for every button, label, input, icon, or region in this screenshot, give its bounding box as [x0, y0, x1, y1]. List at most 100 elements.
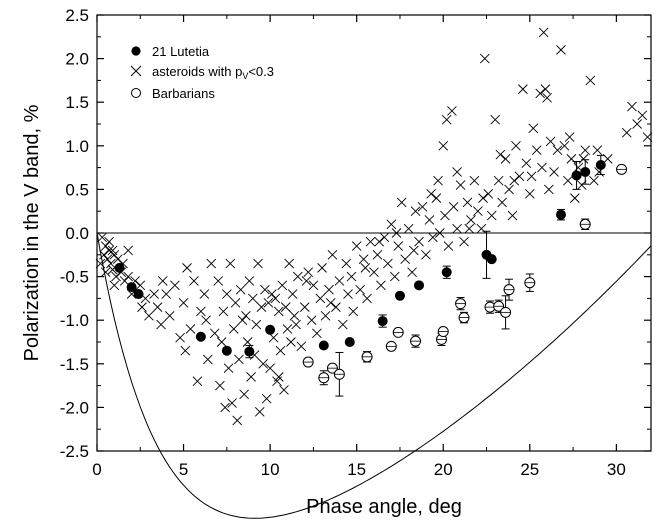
asteroid-point	[479, 53, 490, 64]
asteroid-point	[564, 132, 575, 142]
asteroid-point-stroke	[627, 101, 637, 112]
asteroid-point	[130, 276, 140, 286]
asteroid-point-stroke	[504, 184, 514, 195]
trend-curve	[96, 232, 652, 519]
asteroid-point-stroke	[206, 258, 217, 269]
asteroid-point	[448, 202, 459, 212]
lutetia-point	[377, 316, 388, 327]
asteroid-point	[589, 175, 599, 186]
asteroid-point-stroke	[417, 202, 428, 212]
legend-marker-asteroids	[130, 65, 142, 77]
asteroid-point-stroke	[431, 193, 442, 203]
asteroid-point-stroke	[360, 263, 371, 273]
asteroid-point	[409, 245, 419, 256]
asteroid-point-stroke	[443, 241, 454, 251]
asteroid-point-stroke	[260, 284, 270, 295]
asteroid-point	[107, 245, 118, 256]
asteroid-point-stroke	[383, 258, 393, 269]
legend-label-barbarians: Barbarians	[152, 86, 215, 101]
lutetia-point	[394, 290, 405, 301]
asteroid-point-stroke	[199, 289, 210, 299]
asteroid-point	[338, 319, 348, 330]
asteroid-point-stroke	[338, 319, 348, 330]
asteroid-point	[372, 249, 383, 260]
asteroid-point-stroke	[258, 358, 269, 369]
asteroid-point	[180, 345, 191, 356]
asteroid-point-stroke	[466, 215, 476, 225]
asteroid-point	[355, 284, 365, 295]
asteroid-point	[434, 228, 445, 238]
asteroid-point-stroke	[355, 284, 365, 295]
asteroid-point-stroke	[301, 276, 312, 286]
asteroid-point	[306, 315, 317, 326]
asteroid-point	[556, 45, 566, 55]
asteroid-point	[462, 197, 473, 208]
asteroid-point-stroke	[414, 236, 424, 247]
asteroid-point	[119, 276, 130, 286]
asteroid-point-stroke	[462, 197, 473, 208]
asteroid-point-stroke	[156, 319, 166, 330]
asteroid-point-stroke	[365, 236, 376, 247]
asteroid-point-stroke	[320, 311, 331, 321]
asteroid-point	[400, 254, 410, 264]
asteroid-point	[273, 372, 284, 382]
asteroid-point-stroke	[526, 171, 537, 182]
asteroid-point-stroke	[469, 175, 480, 186]
asteroid-point	[137, 302, 147, 312]
asteroid-point-stroke	[389, 271, 400, 282]
asteroid-point	[293, 271, 303, 282]
asteroid-point-stroke	[123, 245, 133, 256]
asteroid-point-stroke	[428, 232, 438, 243]
asteroid-point-stroke	[286, 337, 296, 347]
asteroid-point-stroke	[438, 140, 449, 151]
asteroid-point-stroke	[549, 167, 559, 177]
asteroid-point	[152, 302, 163, 312]
asteroid-point	[116, 267, 127, 278]
asteroid-point-stroke	[189, 276, 199, 286]
asteroid-point	[315, 293, 326, 304]
asteroid-point-stroke	[440, 210, 450, 221]
asteroid-point	[459, 236, 469, 247]
asteroid-point	[277, 280, 288, 291]
asteroid-point	[126, 289, 137, 299]
asteroid-point-stroke	[178, 297, 189, 308]
asteroid-point-stroke	[267, 289, 277, 299]
asteroid-point	[234, 354, 244, 365]
asteroid-point-stroke	[507, 210, 518, 221]
asteroid-point	[111, 271, 121, 282]
lutetia-point	[244, 346, 255, 357]
asteroid-point-stroke	[109, 280, 120, 291]
asteroid-point	[225, 258, 236, 269]
asteroid-point-stroke	[280, 302, 291, 312]
asteroid-point	[270, 293, 281, 304]
x-tick-label: 30	[607, 460, 626, 479]
asteroid-point-stroke	[448, 202, 459, 212]
asteroid-point-stroke	[220, 402, 230, 413]
asteroid-point-stroke	[275, 345, 286, 356]
asteroid-point-stroke	[228, 324, 239, 334]
asteroid-point	[199, 289, 210, 299]
asteroid-point-stroke	[265, 363, 275, 373]
asteroid-point-stroke	[317, 263, 327, 273]
asteroid-point-stroke	[119, 276, 130, 286]
asteroid-point	[478, 193, 488, 203]
asteroid-point-stroke	[230, 297, 241, 308]
asteroid-point	[493, 175, 504, 186]
asteroid-point-stroke	[104, 236, 114, 247]
asteroid-point-stroke	[296, 341, 307, 352]
asteroid-point	[376, 280, 386, 291]
asteroid-point	[535, 88, 546, 99]
asteroid-point	[566, 154, 577, 164]
x-tick-label: 10	[261, 460, 280, 479]
asteroid-point-stroke	[486, 210, 497, 221]
asteroid-point	[149, 289, 159, 299]
asteroid-point	[182, 263, 192, 273]
asteroid-point	[253, 258, 263, 269]
asteroid-point	[334, 276, 345, 286]
lutetia-point	[486, 254, 497, 265]
asteroid-point	[507, 210, 518, 221]
asteroid-point-stroke	[592, 145, 603, 155]
asteroid-point	[261, 393, 272, 404]
asteroid-point-stroke	[348, 306, 359, 317]
asteroid-point-stroke	[268, 332, 279, 343]
